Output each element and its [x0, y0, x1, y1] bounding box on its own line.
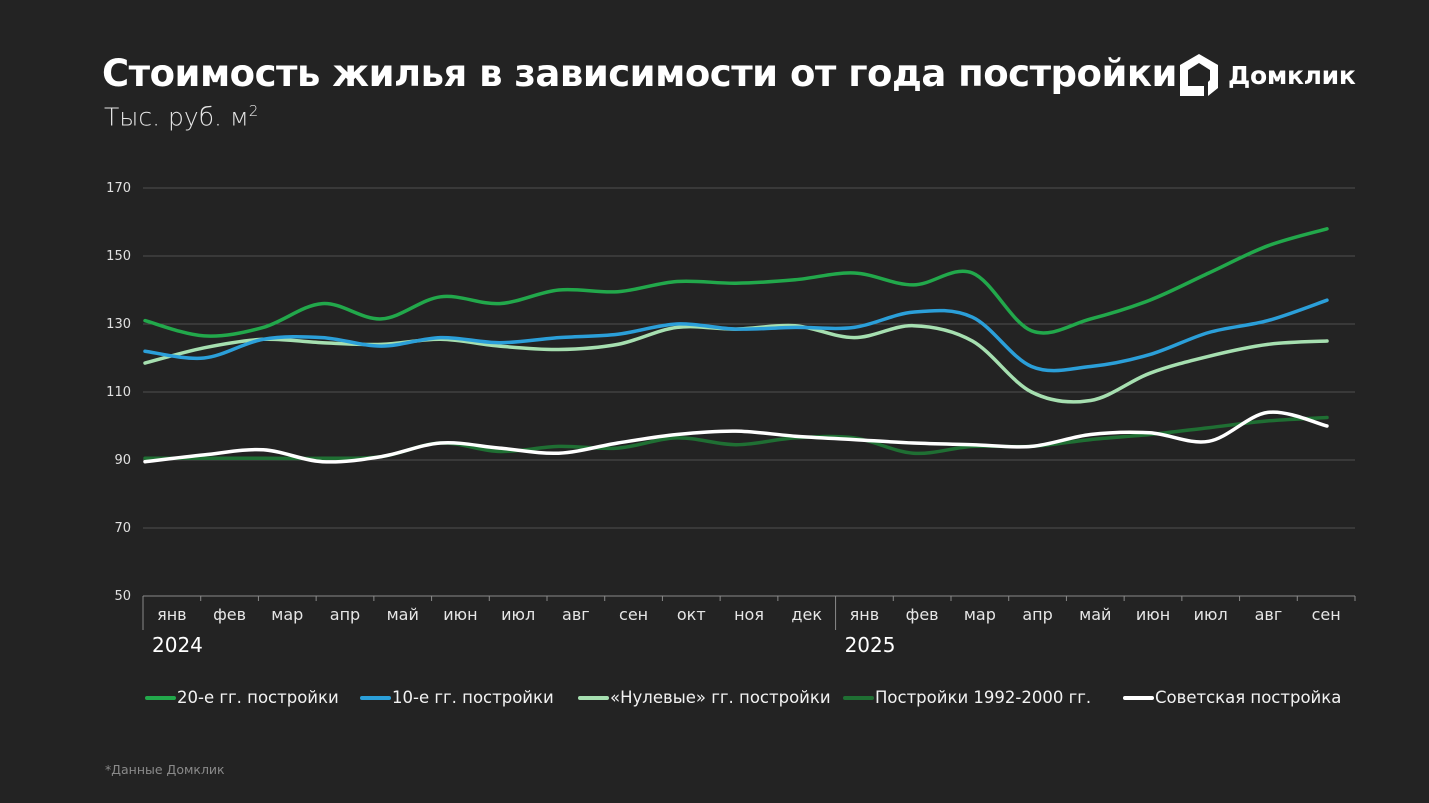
y-tick-label: 150 — [106, 249, 131, 264]
chart-subtitle: Тыс. руб. м2 — [104, 102, 258, 131]
x-tick-label: апр — [1022, 605, 1052, 624]
x-tick-label: сен — [1312, 605, 1341, 624]
legend-item: 10-е гг. постройки — [360, 688, 554, 707]
y-tick-label: 90 — [114, 453, 131, 468]
x-tick-label: июл — [1194, 605, 1228, 624]
house-icon — [1180, 54, 1218, 96]
legend-item: Советская постройка — [1123, 688, 1341, 707]
x-tick-label: сен — [619, 605, 648, 624]
legend-item: «Нулевые» гг. постройки — [578, 688, 831, 707]
legend-swatch — [578, 695, 609, 700]
legend-swatch — [360, 695, 391, 700]
footnote: *Данные Домклик — [105, 762, 225, 777]
legend-swatch — [145, 695, 176, 700]
x-tick-label: июл — [501, 605, 535, 624]
y-tick-label: 130 — [106, 317, 131, 332]
x-tick-label: дек — [791, 605, 822, 624]
legend-label: «Нулевые» гг. постройки — [610, 688, 831, 707]
subtitle-superscript: 2 — [248, 102, 259, 120]
y-tick-label: 70 — [114, 521, 131, 536]
x-tick-label: май — [1079, 605, 1111, 624]
y-tick-label: 110 — [106, 385, 131, 400]
x-tick-label: окт — [677, 605, 706, 624]
legend-label: 10-е гг. постройки — [392, 688, 554, 707]
legend-swatch — [1123, 695, 1154, 700]
y-tick-label: 50 — [114, 589, 131, 604]
x-tick-label: фев — [213, 605, 246, 624]
legend-label: 20-е гг. постройки — [177, 688, 339, 707]
x-tick-label: фев — [906, 605, 939, 624]
chart-title: Стоимость жилья в зависимости от года по… — [102, 52, 1177, 95]
y-tick-label: 170 — [106, 181, 131, 196]
series-line-3 — [143, 415, 1329, 461]
x-tick-label: янв — [850, 605, 880, 624]
x-tick-label: мар — [964, 605, 996, 624]
x-tick-label: июн — [1136, 605, 1170, 624]
series-line-1 — [143, 298, 1329, 373]
domclick-logo: Домклик — [1178, 52, 1356, 98]
x-tick-label: ноя — [734, 605, 764, 624]
year-label: 2025 — [845, 633, 896, 657]
legend-item: 20-е гг. постройки — [145, 688, 339, 707]
x-tick-label: апр — [330, 605, 360, 624]
x-tick-label: мар — [271, 605, 303, 624]
legend-swatch — [843, 695, 874, 700]
x-tick-label: авг — [562, 605, 590, 624]
x-tick-label: май — [387, 605, 419, 624]
x-tick-label: июн — [443, 605, 477, 624]
year-label: 2024 — [152, 633, 203, 657]
logo-text: Домклик — [1228, 60, 1356, 90]
subtitle-text: Тыс. руб. м — [104, 102, 249, 132]
x-tick-label: авг — [1255, 605, 1283, 624]
series-line-4 — [143, 410, 1329, 464]
legend-label: Советская постройка — [1155, 688, 1342, 707]
x-tick-label: янв — [157, 605, 187, 624]
series-line-0 — [143, 227, 1329, 338]
legend-label: Постройки 1992-2000 гг. — [875, 688, 1092, 707]
legend-item: Постройки 1992-2000 гг. — [843, 688, 1091, 707]
